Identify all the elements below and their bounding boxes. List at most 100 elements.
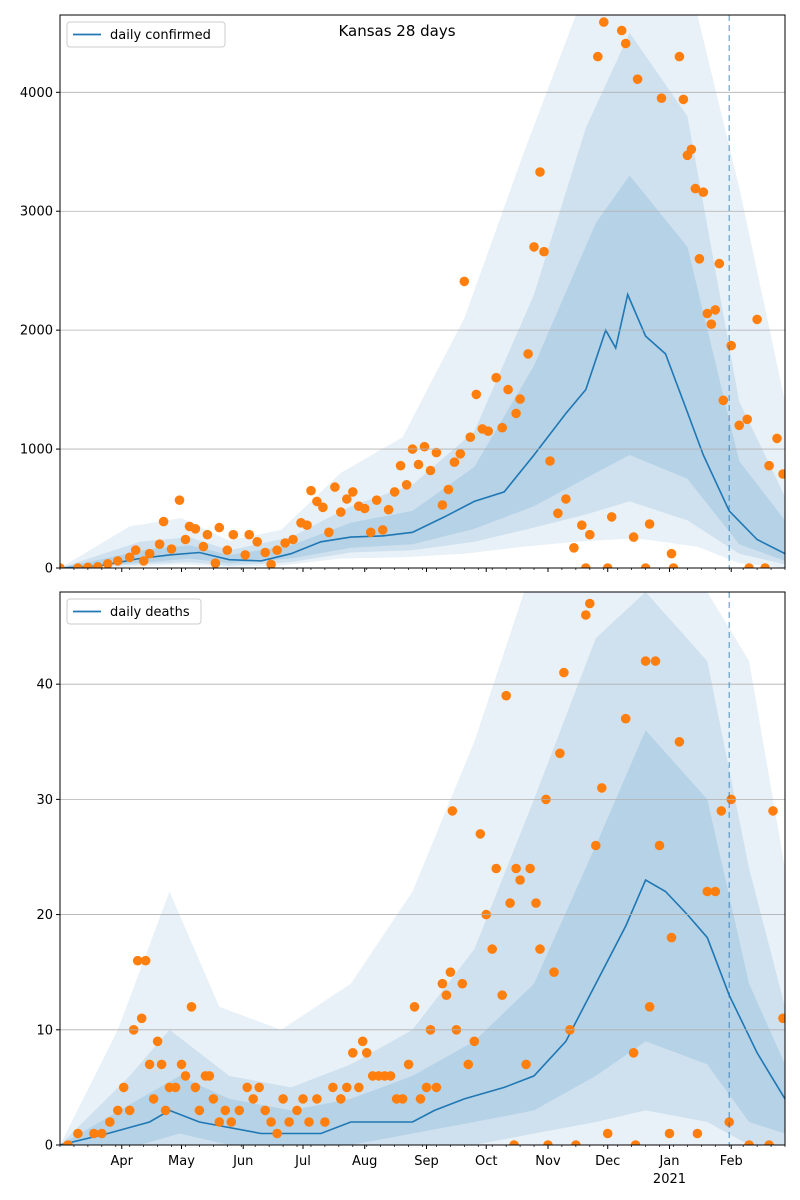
data-point — [441, 990, 452, 1000]
data-point — [298, 1094, 308, 1104]
data-point — [97, 1128, 107, 1139]
y-tick-label: 2000 — [20, 324, 53, 339]
data-point — [152, 1036, 163, 1047]
x-tick-label: Aug — [352, 1154, 377, 1169]
data-point — [531, 898, 541, 908]
data-point — [690, 183, 701, 194]
data-point — [105, 1117, 115, 1127]
x-tick-label: Feb — [720, 1154, 743, 1169]
data-point — [348, 487, 358, 497]
plot-area — [60, 15, 785, 568]
data-point — [465, 432, 476, 443]
data-point — [202, 529, 213, 540]
data-point — [620, 38, 631, 49]
data-point — [561, 494, 571, 504]
data-point — [471, 389, 482, 400]
data-point — [397, 1094, 408, 1104]
data-point — [744, 563, 754, 568]
data-point — [716, 806, 727, 816]
confidence-band-1 — [60, 15, 785, 568]
data-point — [768, 806, 778, 816]
data-point — [585, 529, 595, 540]
data-point — [136, 1013, 147, 1024]
data-point — [437, 978, 448, 989]
data-point — [421, 1082, 432, 1093]
data-point — [186, 1002, 197, 1012]
data-point — [254, 1082, 264, 1093]
data-point — [148, 1094, 159, 1104]
data-point — [616, 25, 627, 36]
y-tick-label: 30 — [36, 793, 53, 808]
data-point — [529, 242, 539, 252]
data-point — [266, 1117, 276, 1127]
data-point — [260, 1105, 271, 1116]
data-point — [686, 144, 697, 155]
data-point — [650, 656, 661, 666]
x-tick-label: Nov — [535, 1154, 561, 1169]
data-point — [190, 1082, 201, 1093]
data-point — [158, 516, 169, 527]
data-point — [180, 534, 191, 545]
data-point — [593, 51, 603, 62]
data-point — [312, 1094, 322, 1104]
data-point — [242, 1082, 252, 1093]
data-point — [324, 527, 334, 538]
data-point — [523, 349, 533, 359]
data-point — [569, 543, 579, 553]
y-tick-label: 0 — [45, 562, 53, 577]
y-tick-label: 40 — [36, 678, 53, 693]
data-point — [278, 1094, 288, 1104]
data-point — [628, 532, 639, 542]
data-point — [330, 482, 340, 492]
data-point — [559, 667, 569, 678]
data-point — [292, 1105, 302, 1116]
data-point — [630, 1140, 641, 1145]
data-point — [240, 550, 250, 560]
data-point — [674, 51, 685, 62]
data-point — [248, 1094, 258, 1104]
data-point — [602, 1128, 613, 1139]
data-point — [543, 1140, 553, 1145]
chart-title: Kansas 28 days — [338, 22, 455, 40]
data-point — [632, 74, 643, 84]
data-point — [166, 544, 177, 554]
x-tick-label: Dec — [595, 1154, 620, 1169]
data-point — [744, 1140, 754, 1145]
legend: daily confirmed — [66, 21, 226, 48]
data-point — [302, 520, 312, 530]
data-point — [118, 1082, 129, 1093]
data-point — [692, 1128, 703, 1139]
data-point — [419, 441, 430, 452]
x-tick-label: May — [168, 1154, 195, 1169]
data-point — [73, 563, 83, 568]
deaths-panel: 0 10 20 30 40 Apr May Jun Jul Aug Sep Oct Nov Dec Jan F… — [36, 591, 786, 1187]
data-point — [515, 394, 525, 404]
data-point — [535, 167, 545, 177]
data-point — [447, 806, 458, 816]
y-tick-label: 1000 — [20, 443, 53, 458]
data-point — [521, 1059, 531, 1070]
data-point — [778, 469, 785, 479]
data-point — [60, 563, 65, 568]
data-point — [272, 545, 282, 555]
data-point — [170, 1082, 181, 1093]
data-point — [403, 1059, 414, 1070]
data-point — [469, 1036, 480, 1047]
data-point — [208, 1094, 219, 1104]
data-point — [710, 305, 721, 315]
data-point — [144, 1059, 155, 1070]
data-point — [760, 563, 770, 568]
data-point — [176, 1059, 187, 1070]
data-point — [475, 829, 486, 839]
confidence-band-2 — [60, 592, 785, 1145]
data-point — [553, 508, 563, 519]
data-point — [342, 1082, 352, 1093]
data-point — [113, 1105, 123, 1116]
confirmed-panel: 0 1000 2000 3000 4000 daily confirmed — [20, 14, 786, 577]
data-point — [359, 503, 370, 514]
data-point — [103, 559, 113, 568]
data-point — [752, 314, 762, 325]
data-point — [525, 863, 535, 874]
data-point — [371, 495, 382, 506]
